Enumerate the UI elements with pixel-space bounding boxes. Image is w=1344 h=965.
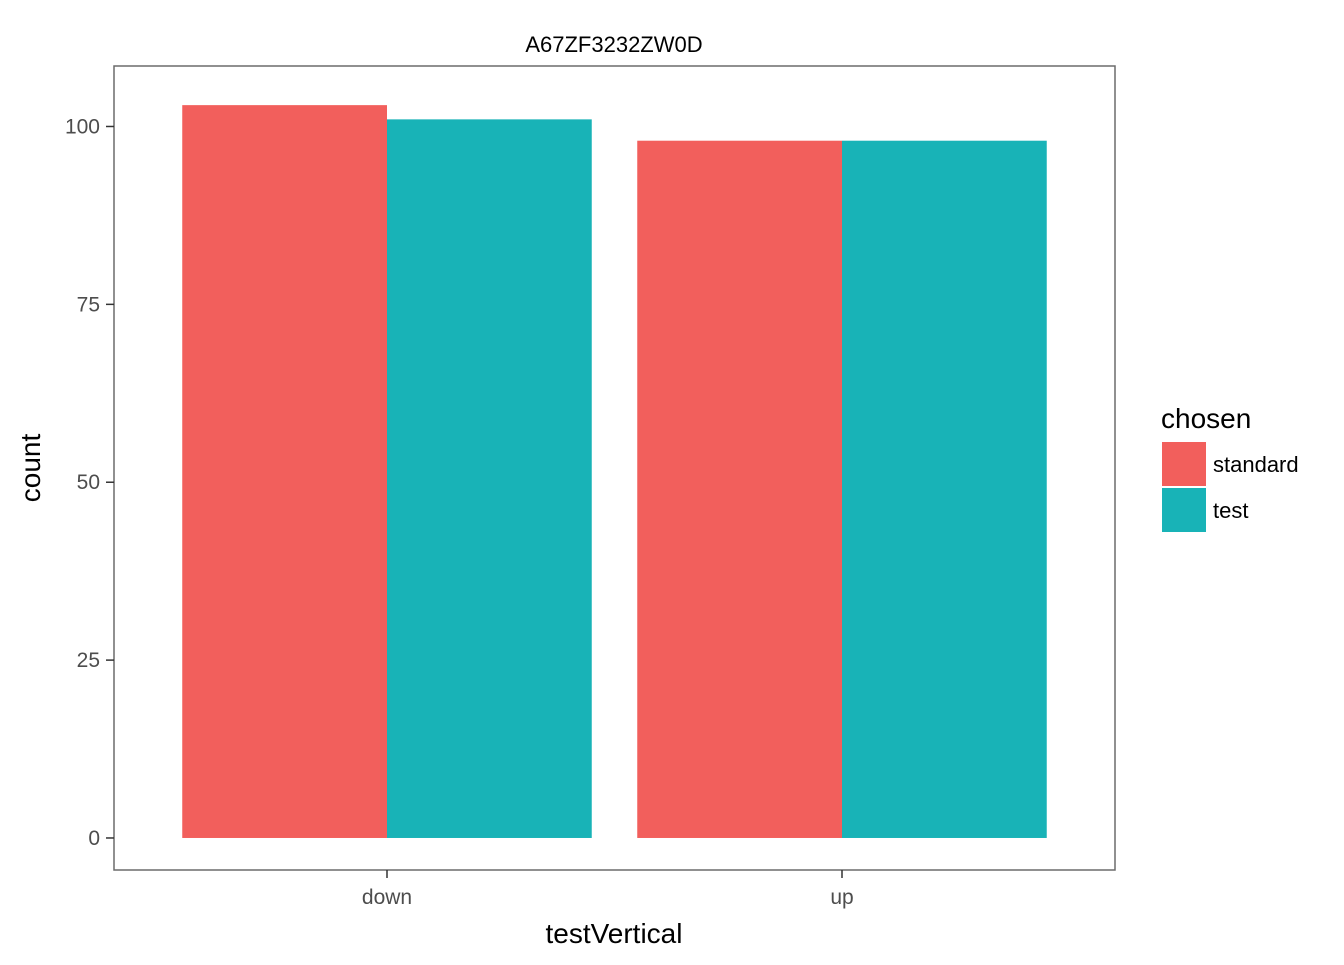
legend-key-test <box>1162 488 1206 532</box>
y-axis: 0 25 50 75 100 <box>65 115 114 850</box>
y-tick-label: 0 <box>88 827 100 850</box>
chart-title: A67ZF3232ZW0D <box>525 32 702 57</box>
legend: chosen standard test <box>1161 403 1299 532</box>
y-tick-label: 100 <box>65 115 100 138</box>
legend-key-standard <box>1162 442 1206 486</box>
x-tick-label: up <box>830 886 853 909</box>
legend-items: standard test <box>1162 442 1299 532</box>
legend-label-standard: standard <box>1213 452 1299 477</box>
bar-test-up <box>842 140 1047 838</box>
bar-standard-up <box>637 140 842 838</box>
x-tick-label: down <box>362 886 412 909</box>
bar-test-down <box>387 119 592 838</box>
bars-group <box>182 105 1047 838</box>
bar-standard-down <box>182 105 387 838</box>
x-axis: down up <box>362 870 854 909</box>
legend-title: chosen <box>1161 403 1251 434</box>
y-tick-label: 75 <box>77 293 100 316</box>
y-tick-label: 25 <box>77 649 100 672</box>
x-axis-label: testVertical <box>546 918 683 949</box>
y-tick-label: 50 <box>77 471 100 494</box>
y-axis-label: count <box>15 434 46 503</box>
legend-label-test: test <box>1213 498 1248 523</box>
